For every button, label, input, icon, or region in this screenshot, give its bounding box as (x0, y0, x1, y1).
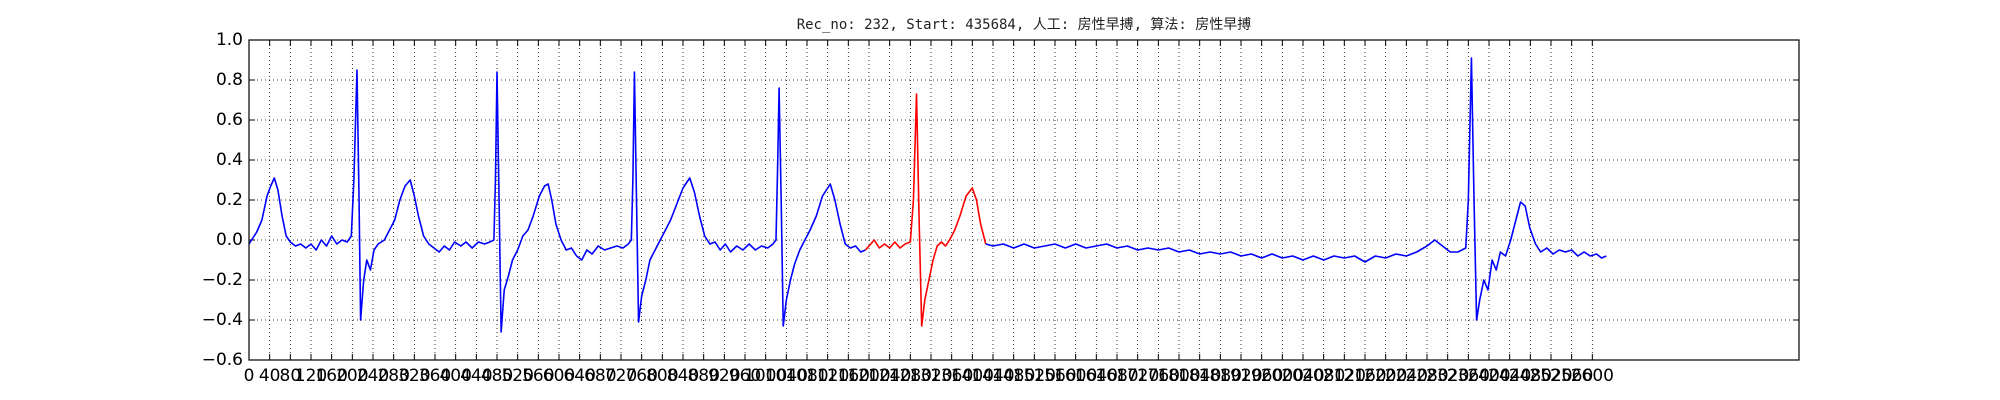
x-tick-label: 2520 (1529, 366, 1572, 386)
x-tick-label: 200 (336, 366, 368, 386)
x-tick-label: 1800 (1157, 366, 1200, 386)
y-tick-label: −0.4 (202, 310, 243, 330)
x-tick-label: 880 (687, 366, 719, 386)
x-tick-label: 1040 (765, 366, 808, 386)
x-tick-label: 1600 (1054, 366, 1097, 386)
x-tick-label: 600 (543, 366, 575, 386)
signal-line (985, 57, 1607, 321)
x-tick-label: 1360 (930, 366, 973, 386)
x-tick-label: 520 (501, 366, 533, 386)
y-tick-label: 0.4 (216, 150, 243, 170)
plot-frame (248, 39, 1800, 361)
x-tick-label: 2160 (1343, 366, 1386, 386)
signal-line (248, 69, 866, 333)
y-tick-label: 0.8 (216, 70, 243, 90)
x-tick-label: 2280 (1405, 366, 1448, 386)
x-tick-label: 1240 (868, 366, 911, 386)
x-tick-label: 1560 (1033, 366, 1076, 386)
x-tick-label: 2040 (1281, 366, 1324, 386)
x-tick-label: 2120 (1323, 366, 1366, 386)
x-tick-label: 2000 (1261, 366, 1304, 386)
x-tick-label: 1440 (971, 366, 1014, 386)
x-tick-label: 920 (708, 366, 740, 386)
x-tick-label: 1680 (1095, 366, 1138, 386)
x-tick-label: 40 (259, 366, 281, 386)
x-tick-label: 1000 (744, 366, 787, 386)
x-tick-label: 0 (244, 366, 255, 386)
x-tick-label: 480 (481, 366, 513, 386)
x-tick-label: 1640 (1075, 366, 1118, 386)
x-tick-label: 2240 (1385, 366, 1428, 386)
x-tick-label: 2080 (1302, 366, 1345, 386)
x-tick-label: 2600 (1571, 366, 1614, 386)
x-tick-label: 320 (398, 366, 430, 386)
x-tick-label: 280 (377, 366, 409, 386)
x-tick-label: 720 (605, 366, 637, 386)
x-tick-label: 2560 (1550, 366, 1593, 386)
x-tick-label: 2480 (1509, 366, 1552, 386)
x-tick-label: 1720 (1116, 366, 1159, 386)
y-tick-label: 0.0 (216, 230, 243, 250)
x-tick-label: 640 (563, 366, 595, 386)
x-tick-label: 1320 (909, 366, 952, 386)
x-tick-label: 1840 (1178, 366, 1221, 386)
x-tick-label: 1280 (889, 366, 932, 386)
x-tick-label: 1880 (1199, 366, 1242, 386)
y-tick-label: −0.6 (202, 350, 243, 370)
x-tick-label: 1200 (847, 366, 890, 386)
signal-line (864, 93, 987, 327)
x-tick-label: 2440 (1488, 366, 1531, 386)
x-tick-label: 1760 (1137, 366, 1180, 386)
x-tick-label: 1120 (806, 366, 849, 386)
x-tick-label: 2400 (1467, 366, 1510, 386)
x-tick-label: 1080 (785, 366, 828, 386)
x-tick-label: 680 (584, 366, 616, 386)
x-tick-label: 360 (419, 366, 451, 386)
x-tick-label: 1480 (992, 366, 1035, 386)
x-tick-label: 120 (295, 366, 327, 386)
x-tick-label: 240 (357, 366, 389, 386)
x-tick-label: 560 (522, 366, 554, 386)
y-tick-label: 1.0 (216, 30, 243, 50)
y-tick-label: 0.6 (216, 110, 243, 130)
x-tick-label: 960 (729, 366, 761, 386)
x-tick-label: 400 (439, 366, 471, 386)
x-tick-label: 1520 (1013, 366, 1056, 386)
x-tick-label: 440 (460, 366, 492, 386)
x-tick-label: 160 (315, 366, 347, 386)
y-tick-label: −0.2 (202, 270, 243, 290)
y-tick-label: 0.2 (216, 190, 243, 210)
x-tick-label: 2320 (1426, 366, 1469, 386)
x-tick-label: 1400 (951, 366, 994, 386)
chart-title: Rec_no: 232, Start: 435684, 人工: 房性早搏, 算法… (797, 16, 1252, 33)
x-tick-label: 80 (280, 366, 302, 386)
x-tick-label: 2200 (1364, 366, 1407, 386)
x-tick-label: 1160 (827, 366, 870, 386)
x-tick-label: 2360 (1447, 366, 1490, 386)
x-tick-label: 1920 (1219, 366, 1262, 386)
x-tick-label: 800 (646, 366, 678, 386)
x-tick-label: 1960 (1240, 366, 1283, 386)
x-tick-label: 840 (667, 366, 699, 386)
x-tick-label: 760 (625, 366, 657, 386)
